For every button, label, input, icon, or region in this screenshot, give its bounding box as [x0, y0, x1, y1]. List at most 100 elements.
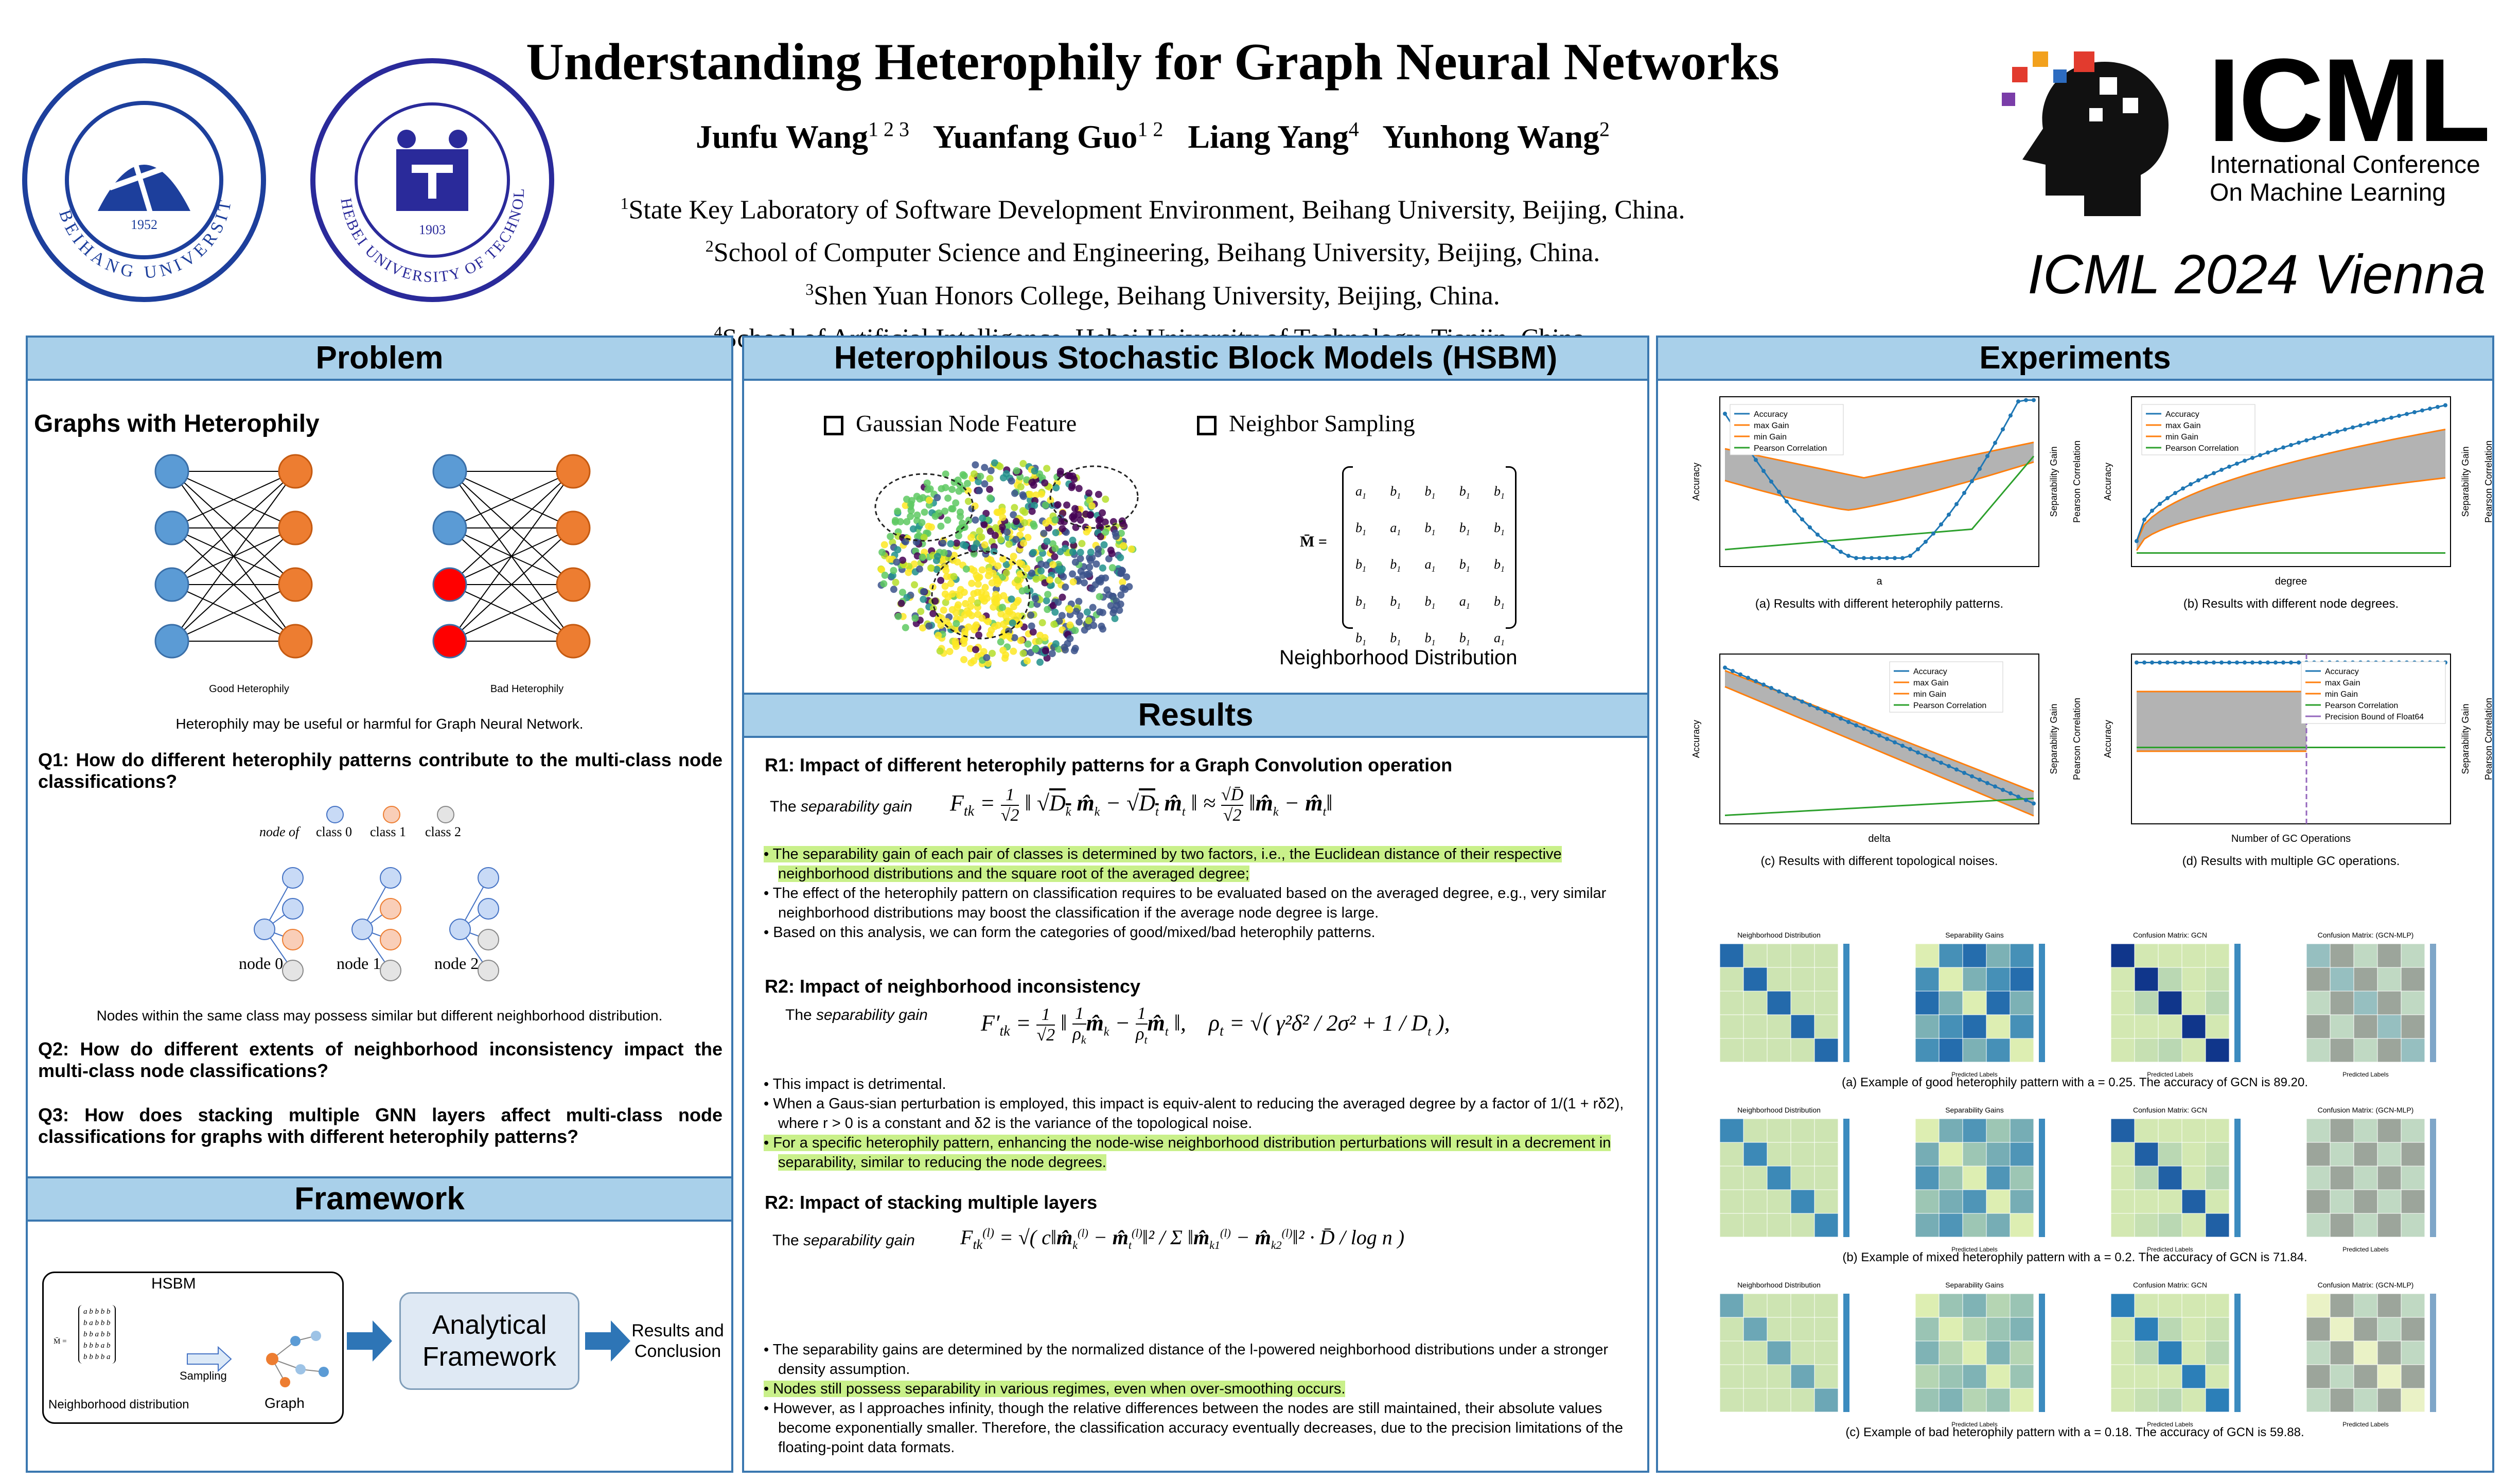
scatter-point	[1012, 536, 1020, 543]
scatter-point	[880, 580, 888, 588]
scatter-point	[1117, 591, 1125, 599]
matrix-cell: b1	[1390, 630, 1401, 647]
accuracy-point	[1908, 554, 1912, 558]
heatmap-cell	[2377, 1340, 2402, 1365]
legend-label: Accuracy	[1913, 667, 1947, 676]
heatmap-cell	[2205, 1189, 2230, 1214]
heatmap-cell	[2010, 1317, 2034, 1342]
heatmap-colorbar	[2039, 944, 2045, 1062]
neighbor-sampling-item: Neighbor Sampling	[1197, 410, 1415, 437]
scatter-point	[961, 631, 968, 639]
r3-bullets: • The separability gains are determined …	[760, 1340, 1629, 1457]
y3-axis-label: Pearson Correlation	[2483, 440, 2492, 523]
scatter-point	[943, 617, 950, 625]
heatmap-cell	[2353, 1189, 2378, 1214]
scatter-point	[1120, 542, 1127, 550]
scatter-point	[1077, 516, 1084, 524]
accuracy-point	[1754, 679, 1758, 683]
accuracy-point	[1808, 703, 1812, 707]
accuracy-point	[1800, 517, 1804, 522]
scatter-point	[946, 648, 954, 656]
heatmap-cell	[1986, 1340, 2011, 1365]
heatmap-cell	[1814, 943, 1839, 968]
accuracy-point	[2150, 508, 2154, 513]
heatmap-cell	[2010, 1189, 2034, 1214]
accuracy-point	[1761, 682, 1766, 687]
r2-bullets: • This impact is detrimental. • When a Ga…	[760, 1074, 1629, 1172]
hebut-seal-icon: 1903 HEBEI UNIVERSITY OF TECHNOLOGY	[303, 43, 554, 302]
heatmap-cell	[2010, 1142, 2034, 1167]
accuracy-point	[2008, 413, 2013, 418]
accuracy-point	[2158, 660, 2162, 665]
scatter-point	[1010, 553, 1017, 560]
r1-equation: Ftk = 1 √2 ‖ √Dk m̂k − √Dt m̂t ‖ ≈ √D̄ √2 …	[950, 785, 1333, 825]
scatter-point	[1074, 510, 1082, 518]
accuracy-point	[2258, 453, 2262, 457]
scatter-point	[1087, 549, 1095, 556]
scatter-point	[989, 649, 996, 657]
heatmap-cell	[1986, 1388, 2011, 1413]
framework-sampling-figure	[187, 1331, 329, 1387]
legend-label: max Gain	[2325, 679, 2360, 687]
scatter-point	[960, 472, 968, 480]
scatter-point	[968, 579, 976, 587]
heatmap-cell	[2377, 1189, 2402, 1214]
heatmap-cell	[2158, 1189, 2182, 1214]
heatmap-cell	[2010, 943, 2034, 968]
accuracy-point	[2258, 660, 2262, 665]
heatmap-cell	[2110, 1293, 2135, 1318]
matrix-cell: b1	[1424, 484, 1436, 501]
heatmap-cell	[2134, 1364, 2159, 1389]
scatter-point	[1032, 645, 1039, 653]
scatter-point	[975, 487, 983, 495]
scatter-point	[1072, 607, 1080, 615]
scatter-point	[1086, 563, 1094, 571]
scatter-point	[1069, 548, 1077, 556]
bullet-item: • This impact is detrimental.	[764, 1076, 946, 1092]
scatter-point	[1012, 518, 1020, 525]
scatter-point	[905, 569, 912, 576]
heatmap-cell	[1915, 943, 1940, 968]
heatmap-cell	[2330, 943, 2354, 968]
accuracy-point	[1846, 554, 1851, 558]
scatter-point	[934, 616, 942, 624]
heatmap-cell	[2181, 1118, 2206, 1143]
scatter-point	[971, 544, 978, 552]
heatmap-cell	[1814, 1364, 1839, 1389]
scatter-point	[1044, 606, 1051, 613]
accuracy-point	[2366, 421, 2370, 426]
matrix-cell: b1	[1390, 484, 1401, 501]
scatter-point	[1036, 658, 1044, 666]
heatmap-cell	[1719, 967, 1744, 992]
author-4: Yunhong Wang2	[1382, 118, 1610, 155]
heatmap-cell	[1915, 1189, 1940, 1214]
heatmap-cell	[1719, 943, 1744, 968]
heatmap-cell	[2330, 1038, 2354, 1063]
heatmap-cell	[1814, 1388, 1839, 1413]
heatmap-cell	[2377, 991, 2402, 1015]
scatter-point	[948, 486, 956, 493]
scatter-point	[1032, 491, 1040, 499]
heatmap-cell	[1767, 1014, 1791, 1039]
accuracy-point	[1746, 676, 1750, 680]
legend-label: min Gain	[2165, 433, 2198, 442]
heatmap-cell	[2377, 1142, 2402, 1167]
scatter-point	[1047, 497, 1054, 504]
scatter-point	[918, 519, 926, 526]
bullet-item: • Nodes still possess separability in va…	[764, 1381, 1346, 1397]
scatter-point	[920, 595, 927, 603]
logo-hebut: 1903 HEBEI UNIVERSITY OF TECHNOLOGY	[303, 43, 556, 304]
heatmap-cell	[1814, 1038, 1839, 1063]
bullet-item: • The separability gains are determined …	[764, 1342, 1609, 1378]
heatmap-cell	[2158, 1364, 2182, 1389]
scatter-point	[991, 459, 998, 467]
heatmap-cell	[2158, 1014, 2182, 1039]
heatmap-cell	[1767, 1118, 1791, 1143]
heatmap-cell	[1939, 1364, 1963, 1389]
scatter-point	[993, 585, 1000, 593]
scatter-point	[898, 589, 906, 596]
accuracy-point	[1862, 556, 1866, 560]
legend-label: max Gain	[1754, 421, 1789, 430]
y-axis-label: Accuracy	[2103, 463, 2113, 501]
heatmap-cell	[1814, 1142, 1839, 1167]
